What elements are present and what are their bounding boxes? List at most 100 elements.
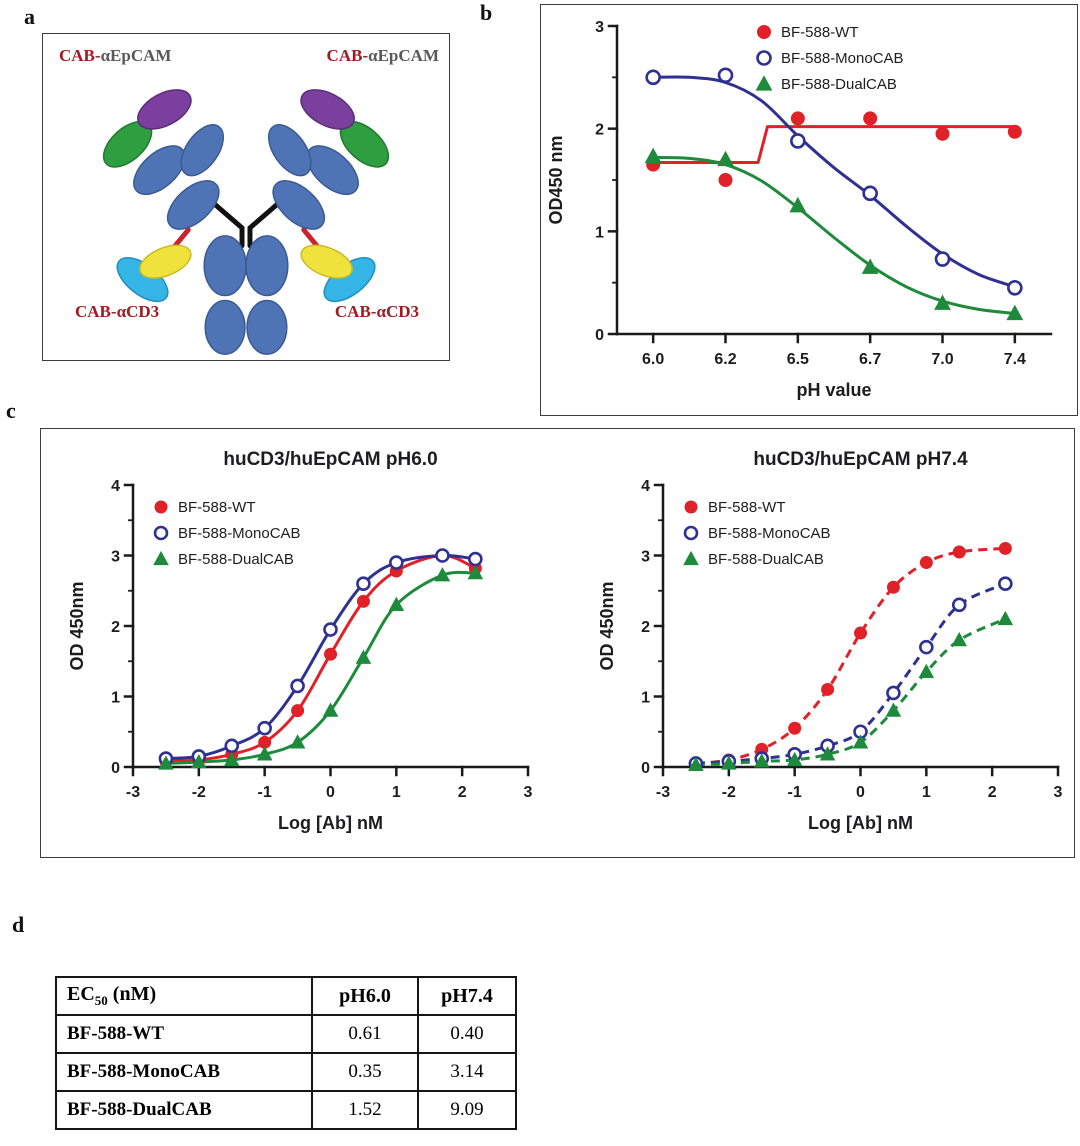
- marker-circle: [952, 545, 966, 559]
- marker-circle-open: [435, 548, 450, 563]
- marker-triangle: [434, 567, 451, 582]
- x-tick-label: 2: [458, 784, 467, 801]
- marker-triangle: [191, 753, 207, 769]
- marker-circle: [324, 647, 337, 661]
- legend-label: BF-588-MonoCAB: [781, 50, 904, 67]
- header-ec50-sub: 50: [94, 993, 108, 1008]
- series-line: [165, 570, 476, 765]
- row-monocab-ph74: 3.14: [417, 1052, 517, 1092]
- marker-triangle: [819, 746, 836, 761]
- marker-circle: [1007, 124, 1022, 139]
- marker-triangle: [753, 753, 770, 768]
- x-tick-label: 1: [922, 784, 931, 801]
- marker-triangle: [755, 75, 773, 91]
- y-tick-label: 1: [641, 690, 650, 707]
- x-tick-label: 7.4: [1004, 351, 1026, 368]
- panel-c-label: c: [6, 398, 16, 423]
- cab-suffix: αEpCAM: [368, 46, 439, 65]
- series-line: [653, 155, 1015, 315]
- cab-prefix: CAB-: [59, 46, 101, 65]
- marker-circle-open: [756, 50, 772, 66]
- marker-triangle: [786, 751, 803, 767]
- row-dualcab-ph6: 1.52: [311, 1090, 419, 1130]
- cab-prefix: CAB-: [326, 46, 369, 65]
- marker-circle-open: [886, 685, 901, 701]
- panel-a-label: a: [24, 4, 35, 29]
- y-tick-label: 1: [595, 224, 604, 241]
- marker-triangle: [861, 258, 879, 274]
- legend-label: BF-588-WT: [708, 499, 786, 516]
- marker-circle: [854, 626, 867, 640]
- marker-triangle: [885, 702, 902, 717]
- marker-circle-open: [934, 251, 951, 267]
- x-tick-label: -2: [192, 784, 206, 801]
- x-tick-label: 0: [326, 784, 335, 801]
- y-axis-title: OD450 nm: [546, 135, 566, 224]
- legend-label: BF-588-DualCAB: [781, 76, 897, 93]
- legend-label: BF-588-MonoCAB: [708, 525, 831, 542]
- row-wt-ph74: 0.40: [417, 1014, 517, 1054]
- marker-circle: [757, 25, 771, 39]
- x-tick-label: 1: [392, 784, 401, 801]
- header-ec50-main: EC: [67, 983, 95, 1005]
- x-tick-label: 6.5: [787, 351, 809, 368]
- marker-triangle: [256, 746, 273, 761]
- x-axis-title: pH value: [796, 380, 871, 400]
- dose-response-panel: 0 1 2 3 4 -3 -2 -1 0 1 2 3 Log [Ab] nM OD 450nm huCD3/…: [40, 428, 1075, 858]
- cab-epcam-label-top-left: CAB-αEpCAM: [59, 46, 171, 66]
- x-tick-label: 6.7: [859, 351, 881, 368]
- cab-suffix: αCD3: [376, 302, 419, 321]
- y-tick-label: 2: [111, 619, 120, 636]
- row-wt-name: BF-588-WT: [55, 1014, 313, 1054]
- y-tick-label: 2: [641, 619, 650, 636]
- marker-circle: [863, 111, 878, 126]
- marker-triangle: [852, 734, 869, 749]
- marker-circle: [788, 721, 802, 735]
- marker-circle-open: [356, 576, 371, 591]
- y-axis-title: OD 450nm: [67, 581, 87, 670]
- marker-triangle: [388, 596, 405, 612]
- x-tick-label: -1: [258, 784, 272, 801]
- x-tick-label: -3: [656, 784, 670, 801]
- chart-title: huCD3/huEpCAM pH6.0: [223, 449, 437, 470]
- y-tick-label: 0: [111, 760, 120, 777]
- row-wt-ph6: 0.61: [311, 1014, 419, 1054]
- marker-triangle: [688, 756, 704, 772]
- marker-triangle: [322, 702, 339, 717]
- marker-circle: [154, 500, 168, 514]
- cab-suffix: αEpCAM: [100, 46, 172, 65]
- series-line: [695, 582, 1006, 765]
- y-tick-label: 4: [111, 478, 120, 495]
- chart-title: huCD3/huEpCAM pH7.4: [753, 449, 968, 470]
- marker-circle: [356, 594, 370, 608]
- table-row: BF-588-MonoCAB 0.35 3.14: [55, 1052, 517, 1092]
- x-tick-label: -2: [722, 784, 736, 801]
- y-tick-label: 3: [595, 19, 604, 36]
- marker-circle-open: [290, 678, 305, 694]
- x-tick-label: 3: [1054, 784, 1063, 801]
- panel-b-label: b: [480, 0, 493, 25]
- marker-circle: [790, 111, 805, 126]
- marker-circle: [935, 126, 950, 141]
- y-tick-label: 0: [641, 760, 650, 777]
- row-dualcab-ph74: 9.09: [417, 1090, 517, 1130]
- marker-circle: [718, 173, 733, 187]
- dose-response-chart-ph74: 0 1 2 3 4 -3 -2 -1 0 1 2 3 Log [Ab] nM OD 450nm huCD3/…: [597, 449, 1063, 833]
- series-line: [695, 546, 1006, 765]
- marker-triangle: [951, 631, 968, 647]
- marker-triangle: [289, 734, 306, 749]
- series-line: [165, 553, 476, 760]
- y-tick-label: 3: [641, 549, 650, 566]
- y-axis-title: OD 450nm: [597, 581, 617, 670]
- marker-triangle: [918, 663, 935, 678]
- marker-circle-open: [951, 597, 967, 613]
- header-ec50: EC50 (nM): [55, 976, 313, 1016]
- marker-triangle: [153, 550, 169, 566]
- table-row: BF-588-DualCAB 1.52 9.09: [55, 1090, 517, 1130]
- marker-triangle: [683, 550, 699, 566]
- marker-triangle: [644, 147, 662, 164]
- x-tick-label: 7.0: [931, 351, 953, 368]
- legend-label: BF-588-DualCAB: [178, 551, 294, 568]
- table-row: BF-588-WT 0.61 0.40: [55, 1014, 517, 1054]
- x-tick-label: 6.0: [642, 351, 664, 368]
